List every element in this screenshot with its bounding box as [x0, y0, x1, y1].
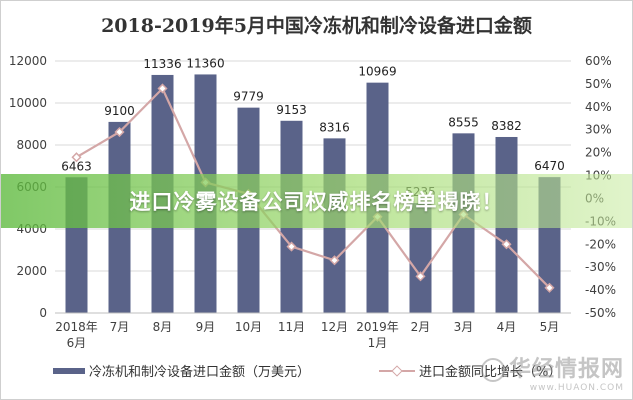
y-left-tick-label: 10000 — [9, 96, 47, 110]
bar-value-label: 11336 — [143, 57, 181, 71]
legend-swatch-bar — [53, 367, 85, 374]
x-tick-label: 11月 — [278, 320, 305, 334]
growth-point — [415, 271, 426, 282]
growth-point — [329, 255, 340, 266]
growth-point — [157, 83, 168, 94]
x-tick-label: 3月 — [454, 320, 474, 334]
x-tick-label: 2月 — [411, 320, 431, 334]
watermark-name: 华经情报网 — [508, 357, 624, 382]
x-tick-label: 4月 — [497, 320, 517, 334]
y-right-tick-label: 50% — [585, 77, 612, 91]
x-tick-label: 8月 — [153, 320, 173, 334]
bar-value-label: 8382 — [491, 119, 522, 133]
bar-value-label: 10969 — [358, 65, 396, 79]
watermark-logo-icon — [480, 358, 505, 382]
growth-point — [114, 126, 125, 138]
y-left-tick-label: 12000 — [9, 54, 47, 68]
x-tick-label: 7月 — [110, 320, 130, 334]
legend-label-bar: 冷冻机和制冷设备进口金额（万美元） — [89, 365, 311, 380]
y-left-tick-label: 2000 — [16, 264, 47, 278]
bar — [409, 203, 432, 313]
y-right-tick-label: 20% — [585, 146, 612, 160]
growth-point — [71, 152, 82, 163]
y-right-tick-label: -20% — [585, 237, 616, 251]
bar-value-label: 8555 — [448, 115, 479, 129]
bar-value-label: 6470 — [534, 159, 565, 173]
legend-swatch-line — [379, 365, 415, 377]
bar-value-label: 9779 — [233, 90, 264, 104]
x-tick-label: 2018年 — [55, 320, 98, 334]
bar-value-label: 11360 — [186, 56, 224, 70]
watermark: 华经情报网 www.HUAON.COM — [480, 351, 624, 393]
bar-value-label: 8316 — [319, 120, 350, 134]
promo-banner[interactable]: 进口冷雾设备公司权威排名榜单揭晓！ — [1, 174, 632, 228]
x-tick-label: 10月 — [235, 320, 262, 334]
growth-point — [286, 241, 297, 252]
watermark-url: www.HUAON.COM — [529, 383, 624, 393]
x-tick-label: 2019年 — [356, 320, 399, 334]
bar-value-label: 9100 — [104, 104, 135, 118]
x-tick-label: 6月 — [67, 336, 87, 350]
y-right-tick-label: -30% — [585, 260, 616, 274]
y-right-tick-label: 60% — [585, 54, 612, 68]
x-tick-label: 9月 — [196, 320, 216, 334]
chart-legend: 冷冻机和制冷设备进口金额（万美元） 进口金额同比增长（%） — [1, 361, 632, 381]
growth-point — [501, 239, 512, 250]
y-right-tick-label: -50% — [585, 306, 616, 320]
y-right-tick-label: 40% — [585, 100, 612, 114]
x-tick-label: 5月 — [540, 320, 560, 334]
growth-point — [544, 282, 555, 293]
y-right-tick-label: -40% — [585, 283, 616, 297]
y-left-tick-label: 8000 — [16, 138, 47, 152]
bar-value-label: 9153 — [276, 103, 307, 117]
x-tick-label: 12月 — [321, 320, 348, 334]
promo-banner-text: 进口冷雾设备公司权威排名榜单揭晓！ — [129, 190, 504, 214]
legend-item-bar: 冷冻机和制冷设备进口金额（万美元） — [53, 361, 310, 380]
chart-title: 2018-2019年5月中国冷冻机和制冷设备进口金额 — [101, 15, 532, 37]
y-left-tick-label: 0 — [39, 306, 47, 320]
y-right-tick-label: 30% — [585, 123, 612, 137]
bar-value-label: 6463 — [61, 159, 92, 173]
x-tick-label: 1月 — [368, 336, 388, 350]
